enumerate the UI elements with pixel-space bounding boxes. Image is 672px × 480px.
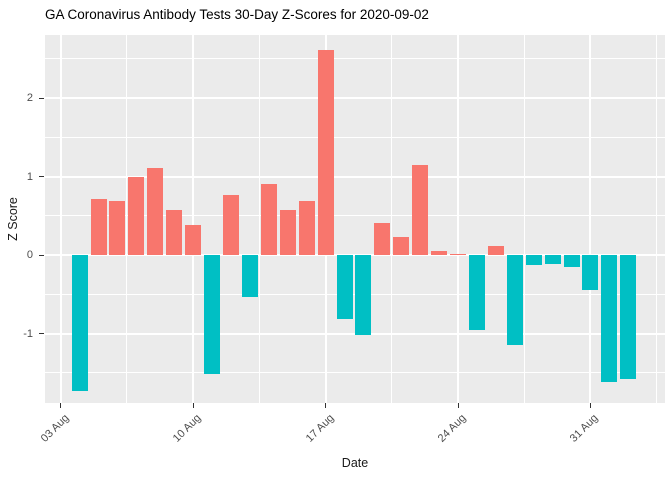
bar <box>525 255 542 265</box>
gridline-major-v <box>192 35 195 403</box>
bar <box>563 255 580 267</box>
bar <box>355 255 372 336</box>
x-tick-label: 10 Aug <box>170 412 204 445</box>
bar <box>336 255 353 320</box>
bar <box>166 210 183 256</box>
x-tick-label: 17 Aug <box>303 412 337 445</box>
gridline-major-h <box>45 332 665 335</box>
bar <box>204 255 221 375</box>
gridline-major-h <box>45 175 665 178</box>
bar <box>601 255 618 383</box>
gridline-minor-v <box>258 35 260 403</box>
bar <box>185 224 202 256</box>
bar <box>128 176 145 256</box>
bar <box>298 200 315 256</box>
y-tick-label: 1 <box>26 170 33 183</box>
chart-title: GA Coronavirus Antibody Tests 30-Day Z-S… <box>45 7 429 22</box>
x-tick-mark <box>325 403 327 408</box>
bar <box>544 255 561 264</box>
gridline-minor-h <box>45 215 665 217</box>
gridline-minor-h <box>45 293 665 295</box>
bar <box>393 237 410 256</box>
plot-panel <box>45 35 665 403</box>
gridline-major-h <box>45 97 665 100</box>
x-tick-mark <box>589 403 591 408</box>
bar <box>468 255 485 331</box>
y-tick-label: -1 <box>23 327 33 340</box>
bar <box>374 222 391 256</box>
x-axis-title: Date <box>341 456 369 470</box>
bar <box>412 164 429 256</box>
gridline-minor-h <box>45 58 665 60</box>
bar <box>431 251 448 256</box>
bar <box>260 184 277 256</box>
y-tick-mark <box>39 254 44 256</box>
x-tick-label: 24 Aug <box>435 412 469 445</box>
gridline-minor-v <box>523 35 525 403</box>
gridline-minor-h <box>45 372 665 374</box>
bar <box>71 255 88 391</box>
gridline-major-v <box>589 35 592 403</box>
bar <box>487 245 504 256</box>
gridline-major-v <box>59 35 62 403</box>
gridline-major-h <box>45 254 665 257</box>
y-tick-label: 0 <box>26 249 33 262</box>
y-tick-mark <box>39 333 44 335</box>
bar <box>279 210 296 256</box>
x-tick-mark <box>192 403 194 408</box>
x-tick-label: 31 Aug <box>568 412 601 445</box>
y-tick-label: 2 <box>26 92 33 105</box>
y-tick-mark <box>39 97 44 99</box>
bar <box>582 255 599 291</box>
bar <box>506 255 523 345</box>
gridline-major-v <box>457 35 460 403</box>
gridline-minor-v <box>656 35 658 403</box>
gridline-minor-v <box>126 35 128 403</box>
gridline-minor-h <box>45 136 665 138</box>
y-tick-mark <box>39 176 44 178</box>
y-axis-title: Z Score <box>6 197 20 241</box>
bar <box>620 255 637 380</box>
bar <box>222 195 239 256</box>
bar <box>90 198 107 256</box>
bar <box>450 253 467 256</box>
x-tick-mark <box>457 403 459 408</box>
x-tick-label: 03 Aug <box>38 412 72 445</box>
bar <box>317 50 334 256</box>
bar <box>147 168 164 256</box>
x-tick-mark <box>60 403 62 408</box>
gridline-minor-v <box>391 35 393 403</box>
bar <box>241 255 258 297</box>
bar <box>109 200 126 256</box>
